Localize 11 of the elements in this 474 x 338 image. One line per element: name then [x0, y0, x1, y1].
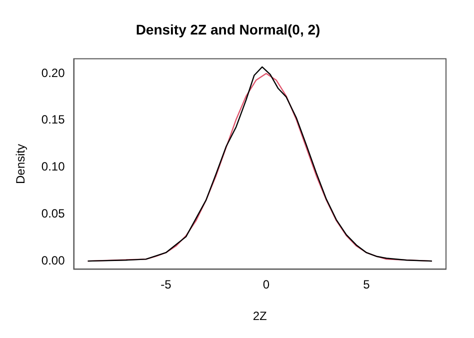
y-tick-label: 0.20	[41, 66, 66, 80]
y-tick-label: 0.10	[41, 160, 66, 174]
y-tick-label: 0.00	[41, 253, 66, 268]
y-tick-label: 0.15	[41, 112, 66, 127]
chart-title: Density 2Z and Normal(0, 2)	[136, 21, 320, 38]
y-tick-label: 0.05	[41, 206, 66, 220]
x-tick-label: -5	[160, 278, 172, 292]
y-axis-title: Density	[14, 144, 28, 184]
x-tick-label: 5	[363, 278, 370, 292]
x-axis-title: 2Z	[252, 309, 267, 324]
x-tick-label: 0	[262, 278, 270, 292]
